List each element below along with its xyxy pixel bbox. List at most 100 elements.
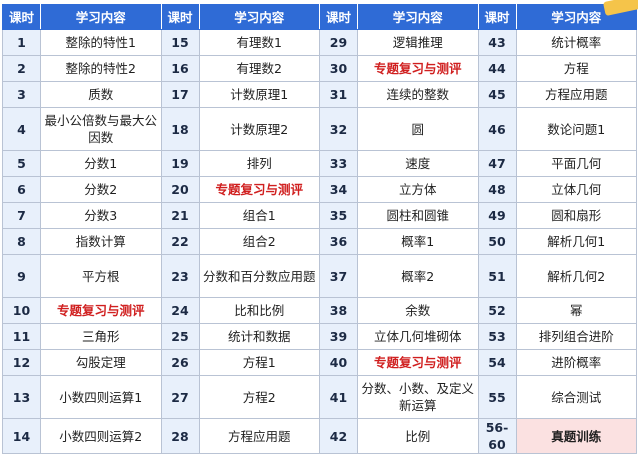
lesson-content-cell: 专题复习与测评 xyxy=(357,349,479,376)
lesson-number-cell: 35 xyxy=(319,202,358,229)
table-row: 4 最小公倍数与最大公因数 18 计数原理2 32 圆 46 数论问题1 xyxy=(2,107,637,151)
lesson-number-cell: 51 xyxy=(477,254,517,298)
table-header-row: 课时 学习内容 课时 学习内容 课时 学习内容 课时 学习内容 xyxy=(2,4,637,30)
lesson-number-cell: 23 xyxy=(160,254,200,298)
lesson-number-cell: 15 xyxy=(160,29,200,56)
lesson-number-cell: 10 xyxy=(2,297,41,324)
lesson-content-cell: 解析几何2 xyxy=(515,254,637,298)
lesson-number-cell: 4 xyxy=(2,107,41,151)
lesson-number-cell: 17 xyxy=(160,81,200,108)
lesson-content-cell: 进阶概率 xyxy=(515,349,637,376)
lesson-content-cell: 统计概率 xyxy=(515,29,637,56)
lesson-number-cell: 19 xyxy=(160,150,200,177)
lesson-content-cell: 计数原理1 xyxy=(198,81,320,108)
lesson-number-cell: 21 xyxy=(160,202,200,229)
lesson-number-cell: 6 xyxy=(2,176,41,203)
lesson-content-cell: 比例 xyxy=(357,418,479,454)
lesson-content-cell: 勾股定理 xyxy=(40,349,162,376)
lesson-content-cell: 立方体 xyxy=(357,176,479,203)
lesson-content-cell: 专题复习与测评 xyxy=(357,55,479,82)
lesson-content-cell: 平方根 xyxy=(40,254,162,298)
lesson-content-cell: 概率1 xyxy=(357,228,479,255)
lesson-number-cell: 12 xyxy=(2,349,41,376)
lesson-number-cell: 40 xyxy=(319,349,358,376)
lesson-content-cell: 统计和数据 xyxy=(198,323,320,350)
table-row: 13 小数四则运算1 27 方程2 41 分数、小数、及定义新运算 55 综合测试 xyxy=(2,375,637,419)
lesson-number-cell: 18 xyxy=(160,107,200,151)
lesson-number-cell: 14 xyxy=(2,418,41,454)
lesson-number-cell: 9 xyxy=(2,254,41,298)
lesson-content-cell: 组合2 xyxy=(198,228,320,255)
table-row: 5 分数1 19 排列 33 速度 47 平面几何 xyxy=(2,150,637,177)
lesson-number-cell: 38 xyxy=(319,297,358,324)
lesson-content-cell: 分数1 xyxy=(40,150,162,177)
lesson-content-cell: 整除的特性2 xyxy=(40,55,162,82)
lesson-content-cell: 余数 xyxy=(357,297,479,324)
lesson-content-cell: 圆柱和圆锥 xyxy=(357,202,479,229)
table-row: 14 小数四则运算2 28 方程应用题 42 比例 56-60 真题训练 xyxy=(2,418,637,454)
lesson-number-cell: 5 xyxy=(2,150,41,177)
lesson-number-cell: 46 xyxy=(477,107,517,151)
lesson-number-cell: 20 xyxy=(160,176,200,203)
table-row: 12 勾股定理 26 方程1 40 专题复习与测评 54 进阶概率 xyxy=(2,349,637,376)
lesson-content-cell: 分数、小数、及定义新运算 xyxy=(357,375,479,419)
lesson-content-cell: 专题复习与测评 xyxy=(40,297,162,324)
table-body: 1 整除的特性1 15 有理数1 29 逻辑推理 43 统计概率 2 整除的特性2 16 有理数2 30… xyxy=(2,29,637,454)
lesson-number-cell: 52 xyxy=(477,297,517,324)
lesson-content-cell: 方程1 xyxy=(198,349,320,376)
lesson-number-cell: 41 xyxy=(319,375,358,419)
lesson-content-cell: 计数原理2 xyxy=(198,107,320,151)
lesson-number-cell: 3 xyxy=(2,81,41,108)
lesson-number-cell: 2 xyxy=(2,55,41,82)
lesson-content-cell: 小数四则运算2 xyxy=(40,418,162,454)
lesson-content-cell: 三角形 xyxy=(40,323,162,350)
lesson-content-cell: 比和比例 xyxy=(198,297,320,324)
lesson-content-cell: 专题复习与测评 xyxy=(198,176,320,203)
lesson-number-cell: 8 xyxy=(2,228,41,255)
lesson-content-cell: 综合测试 xyxy=(515,375,637,419)
lesson-number-cell: 56-60 xyxy=(477,418,517,454)
table-row: 2 整除的特性2 16 有理数2 30 专题复习与测评 44 方程 xyxy=(2,55,637,82)
lesson-content-cell: 圆和扇形 xyxy=(515,202,637,229)
lesson-number-cell: 22 xyxy=(160,228,200,255)
header-content: 学习内容 xyxy=(357,4,479,30)
lesson-number-cell: 48 xyxy=(477,176,517,203)
header-lesson-no: 课时 xyxy=(2,4,41,30)
lesson-number-cell: 25 xyxy=(160,323,200,350)
table-row: 8 指数计算 22 组合2 36 概率1 50 解析几何1 xyxy=(2,228,637,255)
lesson-number-cell: 29 xyxy=(319,29,358,56)
table-row: 1 整除的特性1 15 有理数1 29 逻辑推理 43 统计概率 xyxy=(2,29,637,56)
lesson-number-cell: 53 xyxy=(477,323,517,350)
lesson-content-cell: 排列 xyxy=(198,150,320,177)
header-lesson-no: 课时 xyxy=(319,4,358,30)
lesson-content-cell: 圆 xyxy=(357,107,479,151)
lesson-content-cell: 方程 xyxy=(515,55,637,82)
table-row: 6 分数2 20 专题复习与测评 34 立方体 48 立体几何 xyxy=(2,176,637,203)
lesson-number-cell: 36 xyxy=(319,228,358,255)
lesson-number-cell: 33 xyxy=(319,150,358,177)
header-content: 学习内容 xyxy=(40,4,162,30)
table-row: 9 平方根 23 分数和百分数应用题 37 概率2 51 解析几何2 xyxy=(2,254,637,298)
lesson-number-cell: 54 xyxy=(477,349,517,376)
lesson-number-cell: 47 xyxy=(477,150,517,177)
lesson-number-cell: 30 xyxy=(319,55,358,82)
lesson-content-cell: 小数四则运算1 xyxy=(40,375,162,419)
lesson-content-cell: 逻辑推理 xyxy=(357,29,479,56)
lesson-content-cell: 组合1 xyxy=(198,202,320,229)
lesson-number-cell: 49 xyxy=(477,202,517,229)
lesson-content-cell: 分数3 xyxy=(40,202,162,229)
header-lesson-no: 课时 xyxy=(477,4,517,30)
lesson-content-cell: 立体几何 xyxy=(515,176,637,203)
table-row: 10 专题复习与测评 24 比和比例 38 余数 52 幂 xyxy=(2,297,637,324)
lesson-content-cell: 真题训练 xyxy=(515,418,637,454)
lesson-number-cell: 11 xyxy=(2,323,41,350)
lesson-number-cell: 31 xyxy=(319,81,358,108)
table-row: 7 分数3 21 组合1 35 圆柱和圆锥 49 圆和扇形 xyxy=(2,202,637,229)
lesson-content-cell: 平面几何 xyxy=(515,150,637,177)
lesson-content-cell: 分数和百分数应用题 xyxy=(198,254,320,298)
lesson-content-cell: 质数 xyxy=(40,81,162,108)
lesson-number-cell: 55 xyxy=(477,375,517,419)
table-row: 3 质数 17 计数原理1 31 连续的整数 45 方程应用题 xyxy=(2,81,637,108)
lesson-content-cell: 速度 xyxy=(357,150,479,177)
